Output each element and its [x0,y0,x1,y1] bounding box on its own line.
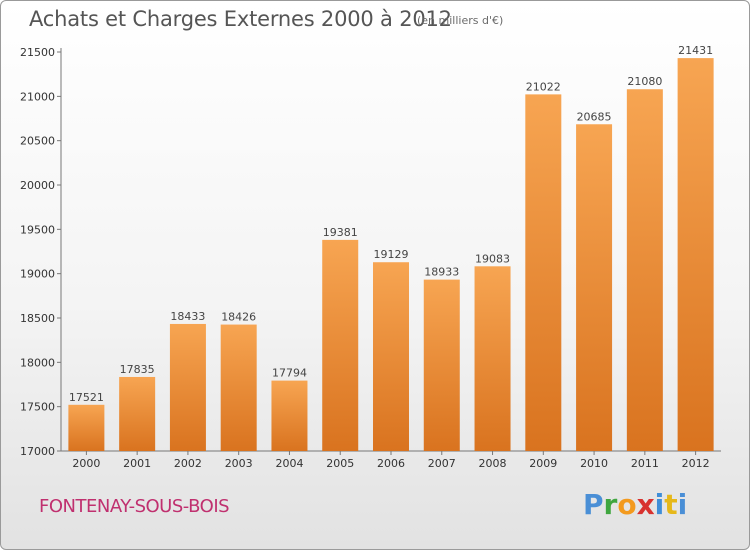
bar [474,266,511,451]
data-label: 17521 [69,391,104,404]
logo-letter: x [636,488,655,521]
x-tick-label: 2011 [631,457,659,470]
x-tick-label: 2010 [580,457,608,470]
x-tick-label: 2008 [479,457,507,470]
data-label: 21080 [627,75,662,88]
logo-letter: t [664,488,678,521]
axes: 17000 17500 18000 18500 19000 19500 20000 20500… [20,46,721,458]
y-tick-label: 17000 [20,445,55,458]
data-label: 18933 [424,266,459,279]
logo-letter: i [677,488,688,521]
y-tick-label: 19500 [20,223,55,236]
bar [525,94,562,452]
bar [271,380,308,451]
y-tick-label: 18000 [20,356,55,369]
data-label: 18426 [221,311,256,324]
logo-letter: i [654,488,665,521]
y-tick-label: 20500 [20,135,55,148]
x-tick-label: 2005 [326,457,354,470]
data-label: 19129 [374,248,409,261]
logo-letter: P [583,488,604,521]
bar [68,404,105,451]
data-label: 20685 [577,110,612,123]
data-label: 21022 [526,80,561,93]
bar [119,376,156,451]
data-label: 17835 [120,363,155,376]
bar [677,58,714,451]
city-name: FONTENAY-SOUS-BOIS [39,496,230,517]
bar [373,262,409,451]
bar [626,89,663,452]
bar [423,279,460,451]
proxiti-logo[interactable]: Proxiti [583,488,687,521]
bars-group [68,58,714,452]
data-label: 18433 [170,310,205,323]
x-tick-label: 2006 [377,457,405,470]
y-tick-label: 17500 [20,401,55,414]
labels-group: 2000 17521 2001 17835 2002 18433 2003 18426 2004… [69,44,713,470]
x-tick-label: 2012 [682,457,710,470]
y-tick-label: 21500 [20,46,55,59]
x-tick-label: 2007 [428,457,456,470]
bar [220,324,257,451]
bar [169,323,206,451]
x-tick-label: 2004 [275,457,303,470]
x-tick-label: 2000 [72,457,100,470]
y-tick-label: 21000 [20,90,55,103]
bar [576,124,613,451]
x-tick-label: 2002 [174,457,202,470]
chart-subtitle: (en milliers d'€) [417,14,504,27]
logo-letter: r [603,488,618,521]
data-label: 21431 [678,44,713,57]
bar [322,239,359,451]
chart-title: Achats et Charges Externes 2000 à 2012 [29,7,452,31]
y-tick-label: 19000 [20,268,55,281]
logo-letter: o [617,488,637,521]
x-tick-label: 2003 [225,457,253,470]
x-tick-label: 2009 [529,457,557,470]
data-label: 17794 [272,367,307,380]
data-label: 19083 [475,252,510,265]
y-tick-label: 20000 [20,179,55,192]
x-tick-label: 2001 [123,457,151,470]
y-tick-label: 18500 [20,312,55,325]
data-label: 19381 [323,226,358,239]
